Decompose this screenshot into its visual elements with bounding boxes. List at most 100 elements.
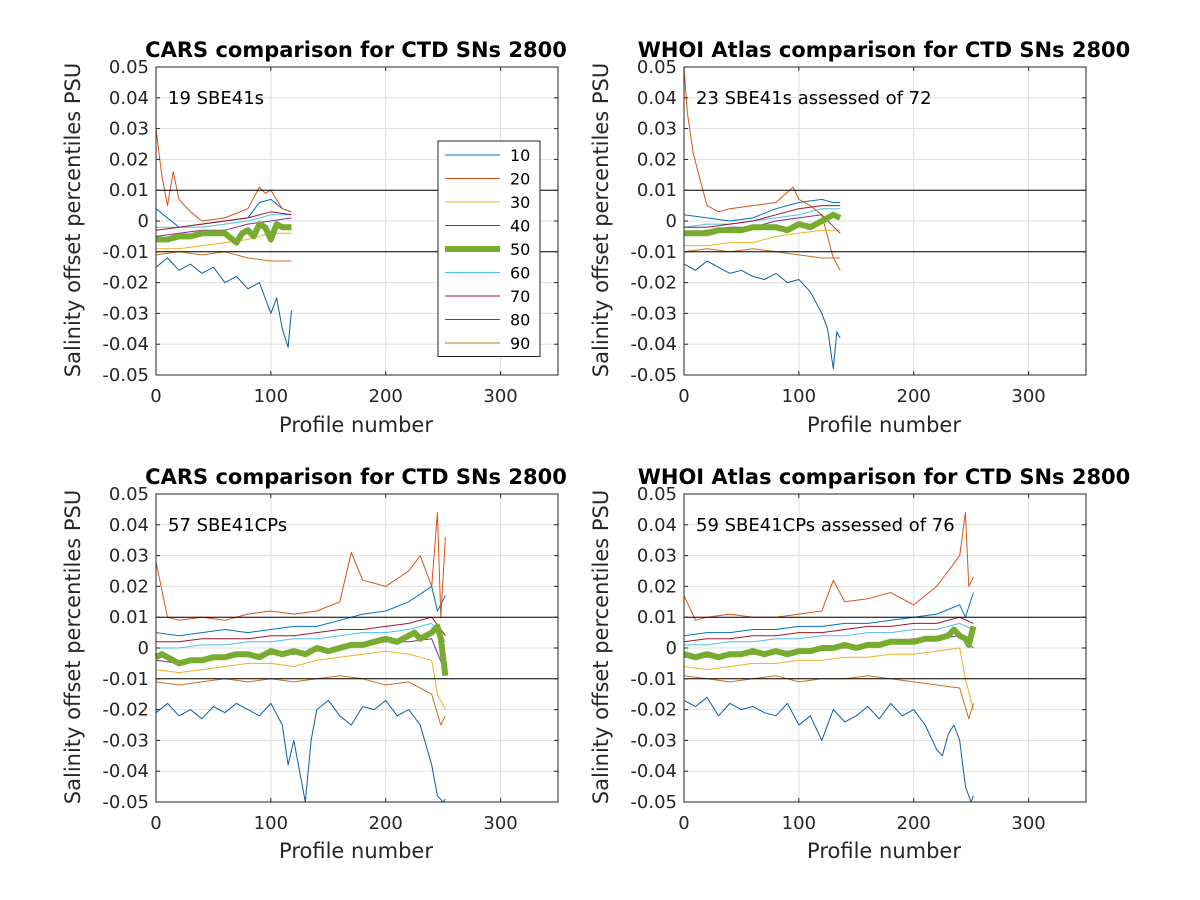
y-tick-label: 0.02: [109, 576, 149, 597]
y-tick-label: 0.05: [109, 57, 149, 78]
series-line-60: [156, 622, 446, 649]
series-group: [683, 66, 842, 370]
y-tick-label: 0.04: [637, 88, 677, 109]
legend-label-80: 80: [510, 311, 530, 330]
series-line-70: [156, 616, 446, 643]
y-tick-label: 0.05: [637, 57, 677, 78]
series-line-70: [683, 616, 974, 643]
legend-label-30: 30: [510, 193, 530, 212]
x-tick-label: 0: [678, 813, 689, 834]
y-tick-label: 0.03: [109, 546, 149, 567]
series-line-30: [683, 647, 974, 710]
series-line-50: [156, 221, 292, 246]
y-tick-label: 0.04: [109, 515, 149, 536]
legend-label-10: 10: [510, 146, 530, 165]
x-tick-label: 300: [1011, 813, 1045, 834]
y-tick-label: -0.03: [102, 730, 149, 751]
series-line-10: [155, 585, 446, 637]
legend-label-70: 70: [510, 287, 530, 306]
y-tick-label: 0.01: [109, 180, 149, 201]
x-tick-label: 100: [782, 386, 816, 407]
series-line-30: [155, 650, 446, 710]
y-tick-label: -0.05: [102, 365, 149, 386]
y-tick-label: 0.03: [637, 546, 677, 567]
x-axis-label: Profile number: [279, 413, 433, 437]
y-tick-label: -0.05: [630, 365, 677, 386]
panel-annotation: 19 SBE41s: [168, 88, 264, 109]
series-line-70: [684, 205, 841, 228]
x-tick-label: 200: [369, 386, 403, 407]
chart-title: CARS comparison for CTD SNs 2800: [145, 38, 567, 62]
series-line-30: [684, 229, 841, 247]
chart-title: CARS comparison for CTD SNs 2800: [145, 465, 567, 489]
series-group: [155, 128, 292, 348]
y-tick-label: 0: [666, 638, 677, 659]
legend-label-40: 40: [510, 217, 530, 236]
x-tick-label: 200: [897, 813, 931, 834]
panel-top-right: -0.05 -0.04 -0.03 -0.02 -0.01 0 0.01 0.02 0.03 0.…: [589, 38, 1130, 437]
y-tick-label: 0.01: [109, 607, 149, 628]
y-tick-label: -0.01: [102, 669, 149, 690]
y-tick-label: -0.03: [630, 303, 677, 324]
series-line-50: [154, 623, 449, 677]
series-line-20: [155, 128, 292, 222]
x-tick-label: 0: [678, 386, 689, 407]
series-line-40: [155, 217, 292, 237]
series-line-70: [155, 211, 292, 231]
y-tick-label: 0.01: [637, 607, 677, 628]
x-tick-label: 100: [254, 813, 288, 834]
series-line-50: [683, 625, 977, 661]
series-line-60: [684, 622, 974, 646]
y-tick-label: 0: [138, 211, 149, 232]
x-tick-label: 0: [150, 813, 161, 834]
x-tick-label: 200: [897, 386, 931, 407]
series-line-80: [155, 257, 292, 348]
x-tick-label: 0: [150, 386, 161, 407]
y-tick-label: -0.04: [630, 761, 677, 782]
y-axis-label: Salinity offset percentiles PSU: [589, 63, 613, 377]
panel-bottom-left: -0.05 -0.04 -0.03 -0.02 -0.01 0 0.01 0.02 0.03 0.…: [61, 465, 567, 863]
chart-title: WHOI Atlas comparison for CTD SNs 2800: [638, 465, 1131, 489]
x-tick-label: 300: [1011, 386, 1045, 407]
x-axis-label: Profile number: [807, 839, 961, 863]
x-tick-label: 100: [254, 386, 288, 407]
y-tick-label: -0.02: [102, 273, 149, 294]
y-tick-label: -0.04: [102, 761, 149, 782]
y-tick-label: -0.05: [630, 792, 677, 813]
legend-label-60: 60: [510, 264, 530, 283]
legend: 10 20 30 40 50 60 70 80 90: [437, 140, 541, 357]
y-tick-label: 0.05: [109, 484, 149, 505]
y-tick-label: 0.03: [637, 119, 677, 140]
y-tick-label: -0.02: [630, 700, 677, 721]
x-tick-label: 100: [782, 813, 816, 834]
panel-annotation: 59 SBE41CPs assessed of 76: [696, 515, 955, 536]
y-tick-label: -0.01: [102, 242, 149, 263]
panel-annotation: 57 SBE41CPs: [168, 515, 287, 536]
y-axis-label: Salinity offset percentiles PSU: [61, 490, 85, 804]
y-tick-label: -0.02: [102, 700, 149, 721]
y-tick-label: 0.02: [109, 149, 149, 170]
series-line-20: [683, 66, 841, 271]
y-tick-label: 0.02: [637, 149, 677, 170]
series-group: [683, 512, 977, 803]
series-line-80: [683, 696, 974, 803]
y-tick-label: 0.04: [637, 515, 677, 536]
y-tick-label: -0.01: [630, 242, 677, 263]
y-tick-label: -0.03: [630, 730, 677, 751]
y-tick-label: -0.02: [630, 273, 677, 294]
y-tick-label: -0.05: [102, 792, 149, 813]
panel-bottom-right: -0.05 -0.04 -0.03 -0.02 -0.01 0 0.01 0.02 0.03 0.…: [589, 465, 1130, 863]
series-line-60: [683, 208, 841, 228]
y-tick-label: -0.04: [630, 334, 677, 355]
series-line-50: [684, 211, 842, 237]
series-line-10: [683, 592, 974, 637]
series-line-80: [683, 260, 841, 370]
series-line-20: [683, 512, 974, 621]
y-tick-label: -0.04: [102, 334, 149, 355]
x-axis-label: Profile number: [807, 413, 961, 437]
panel-annotation: 23 SBE41s assessed of 72: [696, 88, 932, 109]
x-axis-label: Profile number: [279, 839, 433, 863]
y-axis-label: Salinity offset percentiles PSU: [61, 63, 85, 377]
y-tick-label: 0.02: [637, 576, 677, 597]
